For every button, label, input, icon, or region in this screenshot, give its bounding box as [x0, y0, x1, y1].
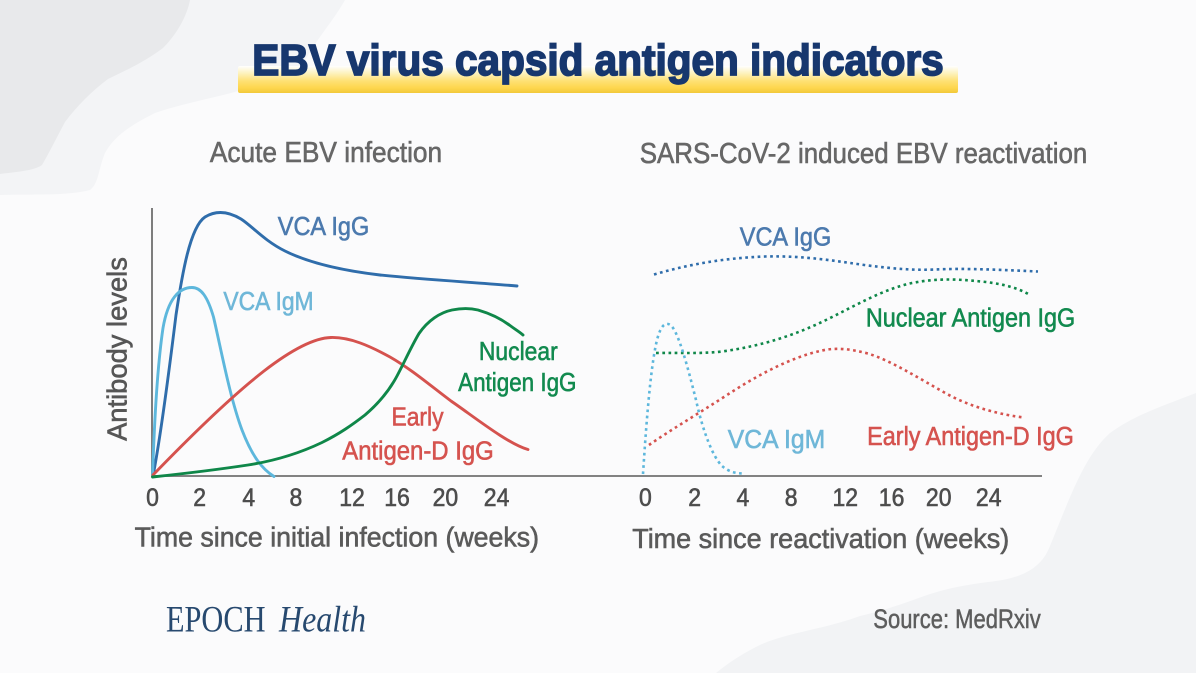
- svg-text:0: 0: [639, 484, 652, 512]
- svg-text:Time since initial infection (: Time since initial infection (weeks): [135, 521, 539, 553]
- svg-text:Nuclear: Nuclear: [479, 338, 558, 367]
- svg-text:0: 0: [146, 484, 159, 512]
- svg-text:2: 2: [688, 484, 701, 512]
- svg-text:Acute EBV infection: Acute EBV infection: [210, 136, 442, 168]
- svg-text:24: 24: [976, 484, 1002, 512]
- svg-text:Source: MedRxiv: Source: MedRxiv: [873, 605, 1041, 634]
- svg-text:24: 24: [484, 484, 510, 512]
- svg-text:Nuclear Antigen IgG: Nuclear Antigen IgG: [866, 304, 1075, 332]
- svg-text:4: 4: [737, 484, 750, 512]
- svg-text:20: 20: [433, 484, 459, 512]
- svg-text:Early Antigen-D IgG: Early Antigen-D IgG: [867, 423, 1074, 451]
- svg-text:Time since reactivation (weeks: Time since reactivation (weeks): [632, 523, 1009, 555]
- svg-text:Antigen-D IgG: Antigen-D IgG: [342, 437, 493, 466]
- svg-text:VCA IgM: VCA IgM: [728, 426, 825, 455]
- svg-text:2: 2: [193, 484, 206, 512]
- svg-text:16: 16: [879, 484, 905, 512]
- svg-text:8: 8: [785, 484, 798, 512]
- svg-text:EPOCH: EPOCH: [166, 600, 266, 641]
- svg-text:VCA IgG: VCA IgG: [278, 213, 369, 241]
- svg-text:4: 4: [242, 484, 255, 512]
- svg-text:VCA IgM: VCA IgM: [223, 288, 313, 317]
- svg-text:12: 12: [833, 484, 859, 512]
- svg-text:12: 12: [339, 484, 365, 512]
- svg-text:Health: Health: [278, 598, 366, 640]
- svg-text:20: 20: [926, 484, 952, 512]
- svg-text:Early: Early: [391, 403, 444, 432]
- svg-text:Antibody levels: Antibody levels: [101, 257, 132, 441]
- svg-text:8: 8: [290, 484, 303, 512]
- svg-text:VCA IgG: VCA IgG: [740, 223, 831, 251]
- svg-text:SARS-CoV-2 induced EBV reactiv: SARS-CoV-2 induced EBV reactivation: [640, 137, 1088, 169]
- svg-text:EBV virus capsid antigen indic: EBV virus capsid antigen indicators: [252, 36, 943, 85]
- svg-text:16: 16: [384, 484, 410, 512]
- svg-text:Antigen IgG: Antigen IgG: [458, 368, 576, 397]
